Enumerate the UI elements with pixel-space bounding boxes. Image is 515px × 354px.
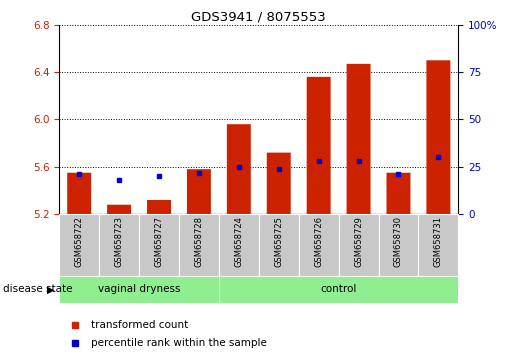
Bar bbox=[379, 214, 418, 276]
Text: GSM658723: GSM658723 bbox=[115, 216, 124, 267]
Text: GSM658729: GSM658729 bbox=[354, 216, 363, 267]
Text: GSM658724: GSM658724 bbox=[234, 216, 243, 267]
Bar bbox=[107, 205, 131, 214]
Bar bbox=[59, 276, 219, 303]
Text: control: control bbox=[320, 284, 357, 295]
Bar bbox=[299, 214, 339, 276]
Bar bbox=[339, 214, 379, 276]
Bar bbox=[219, 214, 259, 276]
Text: GSM658722: GSM658722 bbox=[75, 216, 83, 267]
Bar bbox=[187, 169, 211, 214]
Title: GDS3941 / 8075553: GDS3941 / 8075553 bbox=[192, 11, 326, 24]
Bar bbox=[227, 124, 251, 214]
Text: GSM658728: GSM658728 bbox=[195, 216, 203, 267]
Bar bbox=[307, 77, 331, 214]
Text: GSM658727: GSM658727 bbox=[154, 216, 163, 267]
Bar bbox=[347, 64, 370, 214]
Text: disease state: disease state bbox=[3, 284, 72, 295]
Text: GSM658725: GSM658725 bbox=[274, 216, 283, 267]
Bar bbox=[418, 214, 458, 276]
Bar bbox=[139, 214, 179, 276]
Bar bbox=[426, 60, 450, 214]
Text: GSM658731: GSM658731 bbox=[434, 216, 443, 267]
Bar bbox=[67, 173, 91, 214]
Text: GSM658730: GSM658730 bbox=[394, 216, 403, 267]
Bar bbox=[99, 214, 139, 276]
Text: GSM658726: GSM658726 bbox=[314, 216, 323, 267]
Text: transformed count: transformed count bbox=[91, 320, 188, 330]
Text: vaginal dryness: vaginal dryness bbox=[98, 284, 180, 295]
Bar bbox=[219, 276, 458, 303]
Bar bbox=[259, 214, 299, 276]
Text: ▶: ▶ bbox=[47, 284, 55, 295]
Bar bbox=[179, 214, 219, 276]
Bar bbox=[267, 153, 290, 214]
Bar bbox=[59, 214, 99, 276]
Bar bbox=[386, 173, 410, 214]
Bar bbox=[147, 200, 171, 214]
Text: percentile rank within the sample: percentile rank within the sample bbox=[91, 338, 267, 348]
